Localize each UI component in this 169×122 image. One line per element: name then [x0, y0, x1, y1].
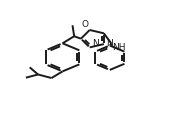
- Text: NH: NH: [112, 43, 126, 52]
- Text: N: N: [92, 39, 99, 48]
- Text: N: N: [106, 39, 113, 48]
- Text: O: O: [81, 20, 88, 29]
